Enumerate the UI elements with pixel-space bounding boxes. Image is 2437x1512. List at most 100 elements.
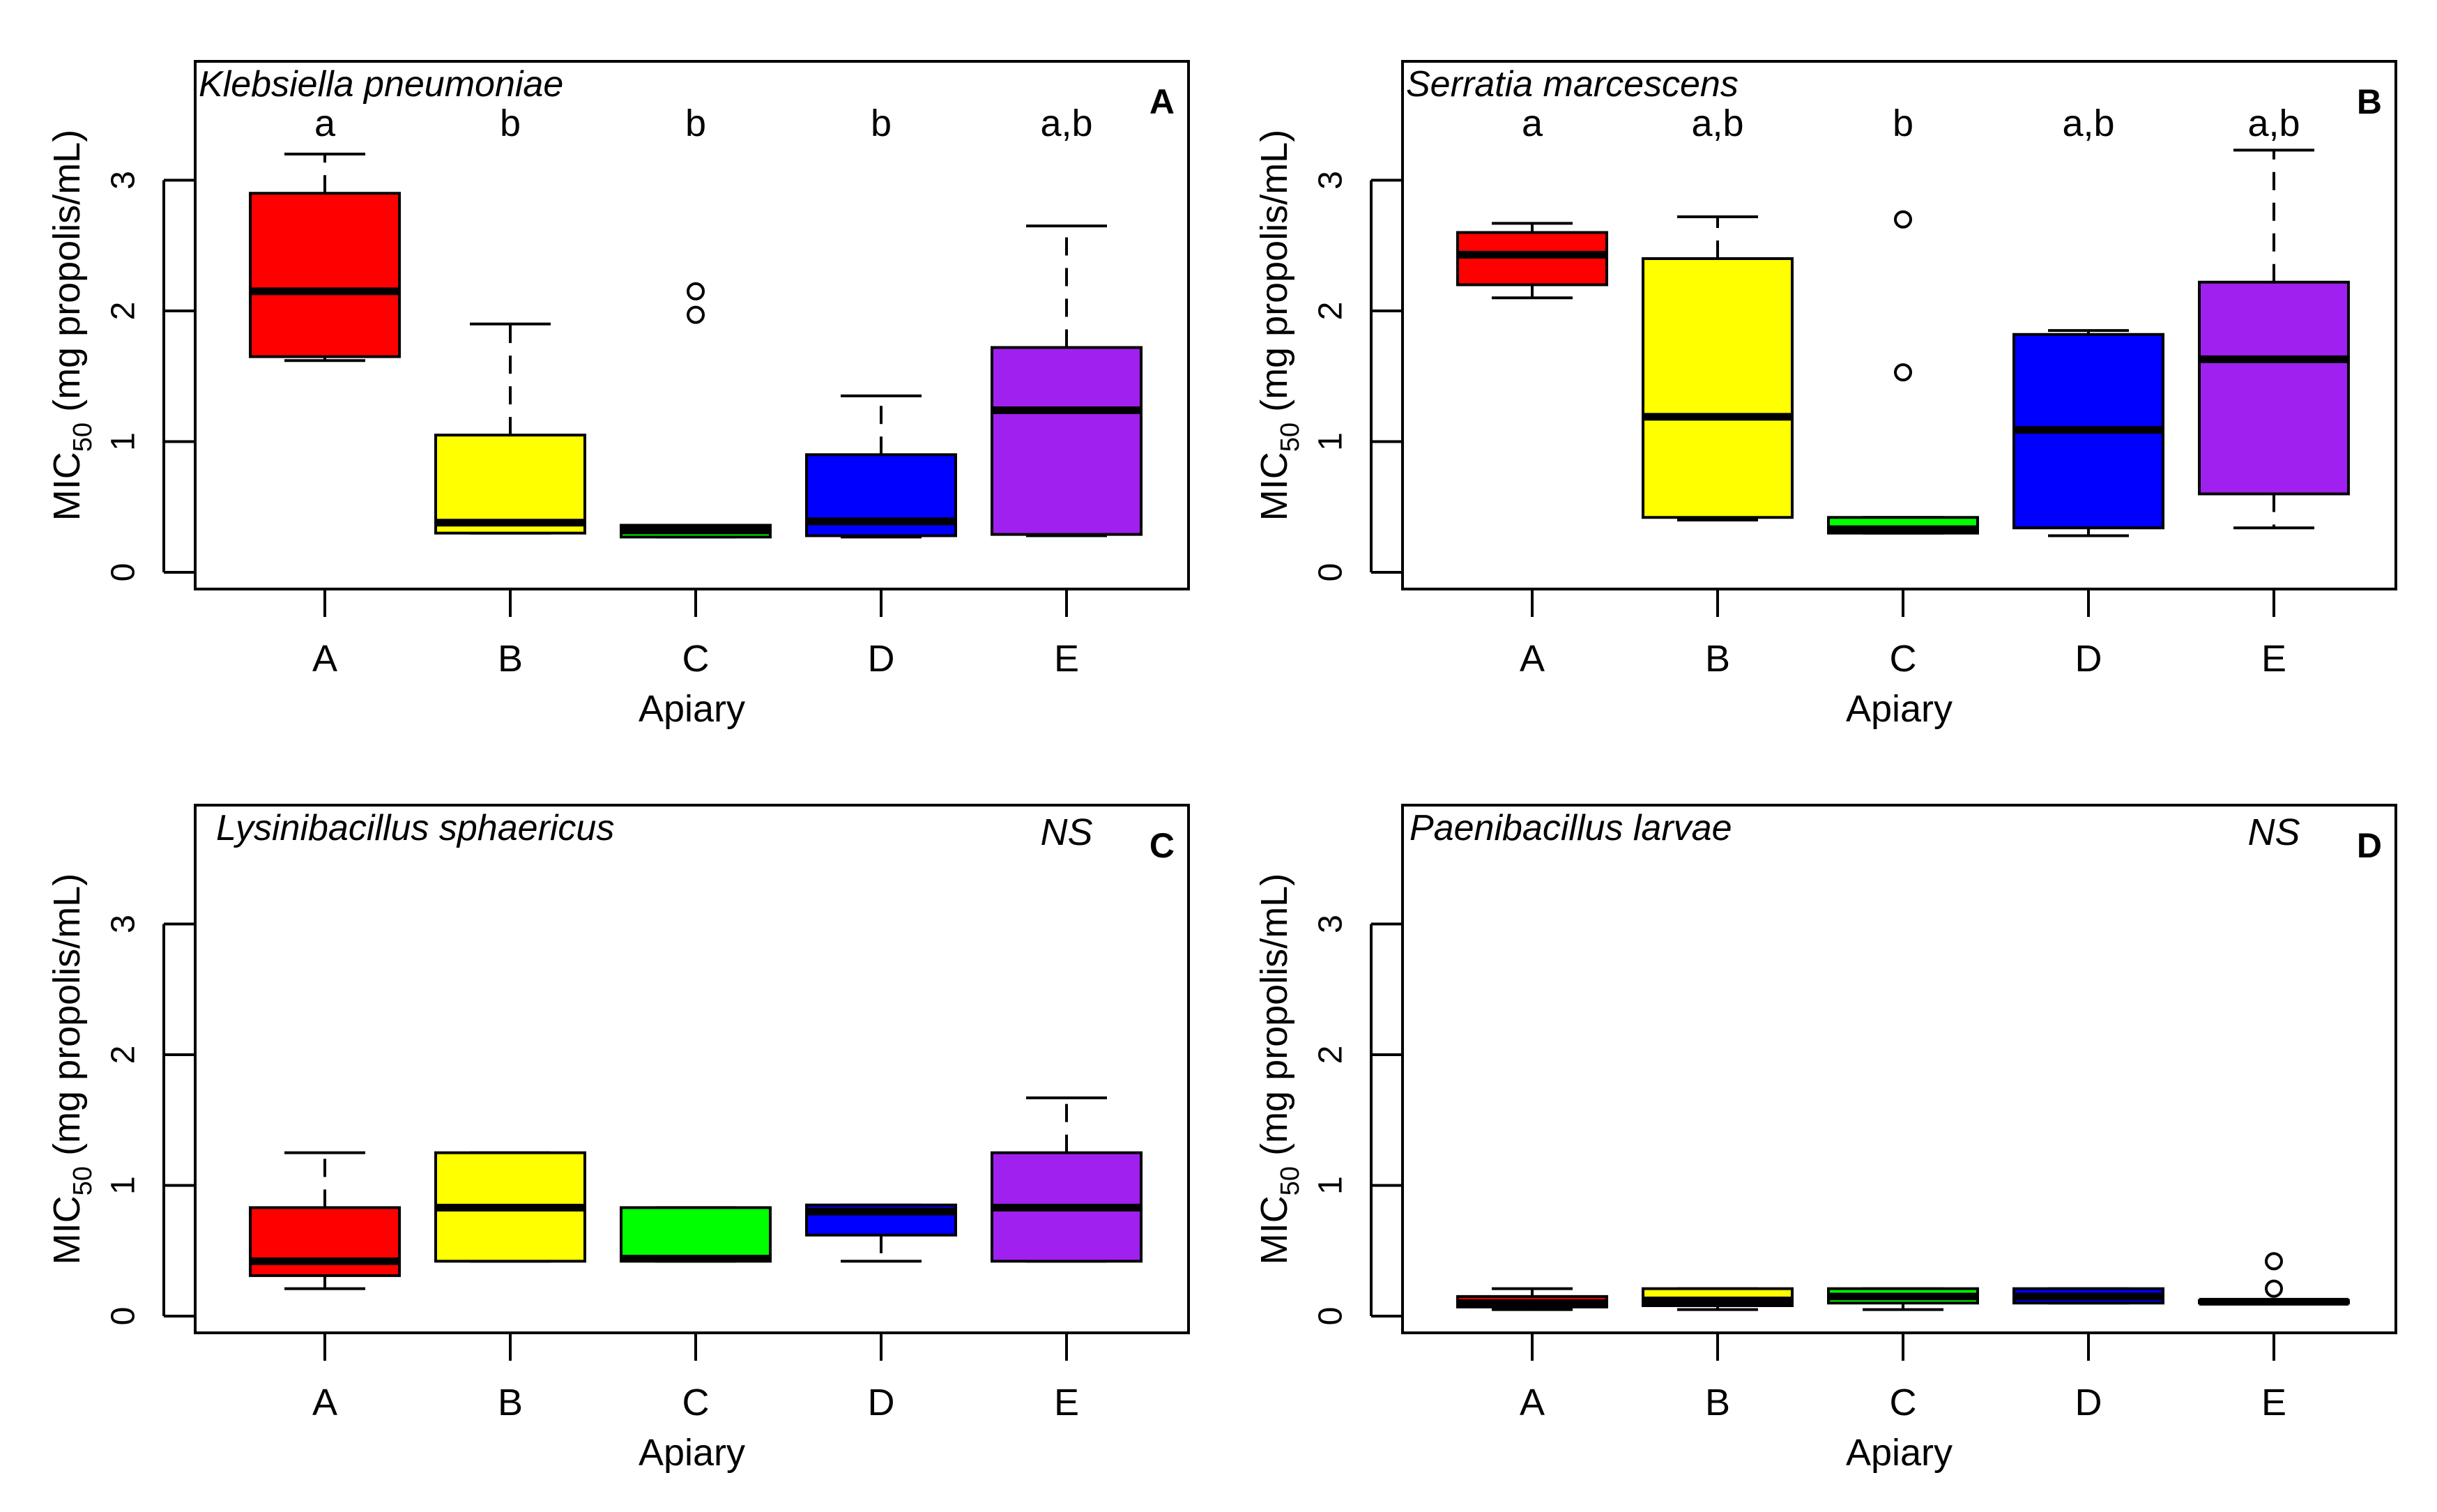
plot-frame bbox=[194, 60, 1190, 590]
box-a bbox=[249, 1151, 401, 1290]
panel-a: 0 1 2 3 MIC50 (mg propolis/mL) A B C D E Apiary Kle… bbox=[46, 60, 1190, 730]
box-e: a,b bbox=[991, 102, 1143, 537]
y-axis-title: MIC50 (mg propolis/mL) bbox=[46, 130, 98, 521]
y-axis-title-main: MIC bbox=[1253, 1196, 1295, 1265]
box-iqr bbox=[2198, 280, 2350, 496]
box-iqr bbox=[1642, 257, 1794, 519]
x-tick-label: E bbox=[2261, 1382, 2286, 1423]
box-iqr bbox=[249, 192, 401, 358]
box-d bbox=[2012, 1287, 2164, 1305]
box-b: a,b bbox=[1642, 102, 1794, 521]
y-axis-title-sub: 50 bbox=[68, 1166, 98, 1196]
y-axis: 0 1 2 3 bbox=[1313, 915, 1401, 1325]
x-axis-title: Apiary bbox=[639, 688, 745, 730]
x-tick-label: A bbox=[312, 1382, 337, 1423]
x-tick-label: C bbox=[682, 638, 710, 680]
y-axis-title-rest: (mg propolis/mL) bbox=[46, 873, 88, 1166]
x-tick-label: D bbox=[868, 1382, 895, 1423]
sig-letter: b bbox=[871, 102, 892, 144]
x-tick-label: C bbox=[682, 1382, 710, 1423]
y-tick-label: 3 bbox=[105, 171, 142, 190]
y-tick-label: 2 bbox=[1313, 1046, 1350, 1064]
panel-letter: C bbox=[1149, 826, 1175, 865]
sig-letter: a bbox=[1522, 102, 1543, 144]
box-c: b bbox=[1827, 102, 1979, 535]
box-c bbox=[620, 1206, 772, 1263]
y-tick-label: 0 bbox=[105, 1307, 142, 1326]
y-tick-label: 1 bbox=[105, 1176, 142, 1195]
sig-letter: a,b bbox=[2062, 102, 2114, 144]
x-tick-label: B bbox=[498, 638, 523, 680]
y-axis-title: MIC50 (mg propolis/mL) bbox=[1253, 130, 1305, 521]
box-e: a,b bbox=[2198, 102, 2350, 530]
y-axis-title-rest: (mg propolis/mL) bbox=[1253, 873, 1295, 1166]
outlier-point bbox=[2265, 1279, 2283, 1298]
x-tick-label: B bbox=[1705, 1382, 1730, 1423]
x-axis-title: Apiary bbox=[1846, 1432, 1953, 1474]
sig-letter: b bbox=[1893, 102, 1913, 144]
y-tick-label: 1 bbox=[1313, 1176, 1350, 1195]
y-axis-title: MIC50 (mg propolis/mL) bbox=[46, 873, 98, 1265]
outlier-point bbox=[1894, 363, 1912, 382]
species-title: Lysinibacillus sphaericus bbox=[216, 808, 614, 848]
box-c: b bbox=[620, 102, 772, 539]
box-iqr bbox=[1456, 231, 1608, 287]
y-axis-title-sub: 50 bbox=[1276, 422, 1305, 452]
box-c bbox=[1827, 1287, 1979, 1311]
y-axis-title-main: MIC bbox=[46, 1196, 88, 1265]
panel-b: 0 1 2 3 MIC50 (mg propolis/mL) A B C D E Apiary Ser… bbox=[1253, 60, 2397, 730]
ns-label: NS bbox=[1040, 811, 1092, 853]
outlier-point bbox=[687, 305, 705, 324]
x-tick-label: A bbox=[1520, 1382, 1545, 1423]
x-tick-label: E bbox=[1054, 638, 1079, 680]
sig-letter: a bbox=[314, 102, 336, 144]
box-iqr bbox=[620, 1206, 772, 1263]
y-axis-title-rest: (mg propolis/mL) bbox=[1253, 130, 1295, 422]
sig-letter: b bbox=[500, 102, 521, 144]
y-axis: 0 1 2 3 bbox=[105, 915, 194, 1325]
box-iqr bbox=[991, 346, 1143, 536]
y-tick-label: 2 bbox=[105, 1046, 142, 1064]
x-tick-label: A bbox=[1520, 638, 1545, 680]
x-tick-label: E bbox=[2261, 638, 2286, 680]
y-axis-title-rest: (mg propolis/mL) bbox=[46, 130, 88, 422]
box-a bbox=[1456, 1287, 1608, 1311]
box-d bbox=[805, 1203, 957, 1263]
box-iqr bbox=[434, 434, 586, 535]
sig-letter: a,b bbox=[1691, 102, 1743, 144]
y-tick-label: 2 bbox=[105, 302, 142, 321]
x-tick-label: B bbox=[498, 1382, 523, 1423]
plot-frame bbox=[194, 804, 1190, 1334]
box-iqr bbox=[249, 1206, 401, 1277]
outlier-point bbox=[687, 282, 705, 300]
y-tick-label: 3 bbox=[105, 915, 142, 933]
plot-frame bbox=[1401, 804, 2397, 1334]
box-b bbox=[1642, 1287, 1794, 1311]
species-title: Paenibacillus larvae bbox=[1410, 808, 1732, 848]
panel-letter: A bbox=[1149, 82, 1175, 121]
plot-frame bbox=[1401, 60, 2397, 590]
y-axis-title-sub: 50 bbox=[68, 422, 98, 452]
box-e bbox=[991, 1096, 1143, 1263]
y-tick-label: 0 bbox=[1313, 1307, 1350, 1326]
sig-letter: a,b bbox=[1040, 102, 1092, 144]
outlier-point bbox=[1894, 210, 1912, 229]
x-tick-label: E bbox=[1054, 1382, 1079, 1423]
y-axis-title-sub: 50 bbox=[1276, 1166, 1305, 1196]
x-axis: A B C D E bbox=[312, 589, 1079, 680]
x-tick-label: D bbox=[2075, 638, 2102, 680]
box-d: a,b bbox=[2012, 102, 2164, 537]
x-tick-label: C bbox=[1890, 1382, 1917, 1423]
x-tick-label: C bbox=[1890, 638, 1917, 680]
y-tick-label: 3 bbox=[1313, 915, 1350, 933]
y-axis: 0 1 2 3 bbox=[105, 171, 194, 581]
x-tick-label: B bbox=[1705, 638, 1730, 680]
box-d: b bbox=[805, 102, 957, 539]
y-tick-label: 3 bbox=[1313, 171, 1350, 190]
box-e bbox=[2198, 1252, 2350, 1306]
box-b: b bbox=[434, 102, 586, 535]
panel-letter: D bbox=[2357, 826, 2382, 865]
species-title: Serratia marcescens bbox=[1406, 64, 1739, 105]
y-axis-title-main: MIC bbox=[1253, 452, 1295, 521]
